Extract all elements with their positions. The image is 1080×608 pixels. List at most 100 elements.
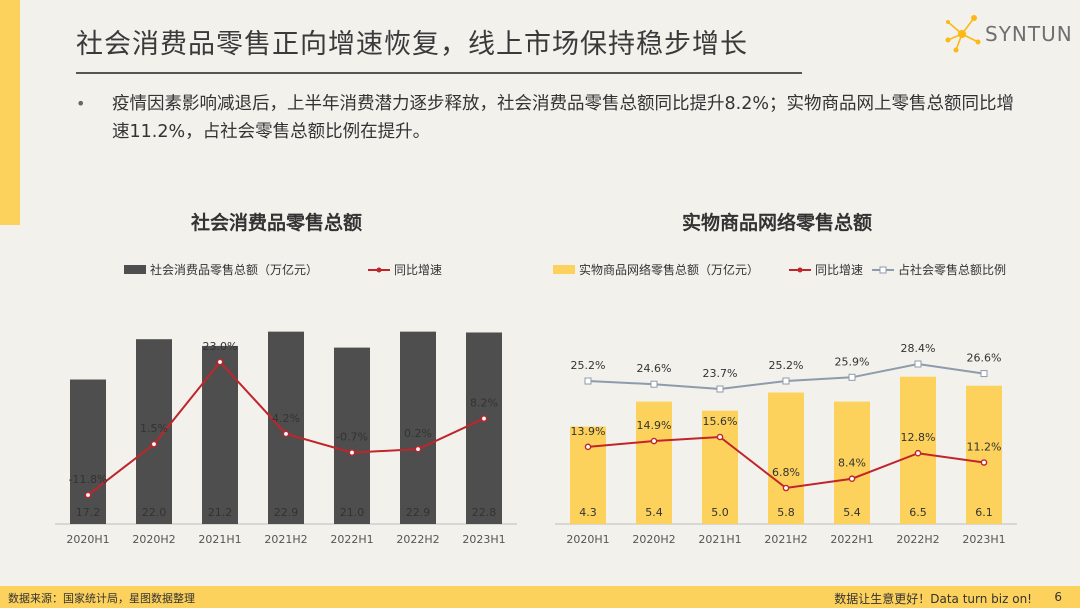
x-tick-label: 2022H1	[830, 533, 873, 546]
bar-value-label: 5.0	[711, 506, 729, 519]
growth-point	[480, 415, 488, 422]
x-tick-label: 2020H1	[66, 533, 109, 546]
legend-marker	[376, 267, 382, 273]
ratio-value-label: 25.2%	[571, 359, 606, 372]
growth-value-label: 11.2%	[967, 441, 1002, 454]
bar-value-label: 6.1	[975, 506, 993, 519]
legend-label: 实物商品网络零售总额（万亿元）	[579, 262, 759, 277]
page-title: 社会消费品零售正向增速恢复，线上市场保持稳步增长	[76, 29, 748, 60]
ratio-point	[650, 380, 658, 388]
x-tick-label: 2020H2	[632, 533, 675, 546]
bar-value-label: 22.9	[406, 506, 431, 519]
ratio-point	[584, 377, 592, 385]
ratio-point	[914, 360, 922, 368]
bar	[70, 379, 106, 524]
summary-text: 疫情因素影响减退后，上半年消费潜力逐步释放，社会消费品零售总额同比提升8.2%；…	[112, 94, 1014, 142]
growth-point	[980, 459, 988, 466]
bullet-icon: •	[76, 94, 86, 113]
growth-point	[584, 443, 592, 451]
title-divider	[76, 72, 802, 74]
growth-point	[782, 484, 790, 492]
growth-point	[414, 445, 422, 453]
legend-label: 占社会零售总额比例	[898, 262, 1006, 277]
x-tick-label: 2021H1	[198, 533, 241, 546]
growth-point	[650, 437, 658, 445]
accent-bar	[0, 0, 20, 225]
bar	[570, 426, 606, 524]
bar	[202, 345, 238, 524]
growth-value-label: 8.4%	[838, 457, 866, 470]
bar-value-label: 22.8	[472, 506, 497, 519]
bar	[636, 401, 672, 524]
ratio-value-label: 28.4%	[901, 342, 936, 355]
growth-value-label: 4.2%	[272, 412, 300, 425]
growth-value-label: 14.9%	[637, 419, 672, 432]
summary-bullet: • 疫情因素影响减退后，上半年消费潜力逐步释放，社会消费品零售总额同比提升8.2…	[76, 90, 1028, 146]
growth-point	[716, 433, 724, 441]
legend-label: 社会消费品零售总额（万亿元）	[150, 262, 318, 277]
x-tick-label: 2022H2	[896, 533, 939, 546]
growth-point	[848, 475, 856, 483]
growth-value-label: 15.6%	[703, 415, 738, 428]
footer-slogan: 数据让生意更好！Data turn biz on!	[834, 592, 1032, 606]
growth-point	[348, 449, 356, 456]
bar	[834, 401, 870, 524]
legend-label: 同比增速	[815, 263, 863, 277]
growth-value-label: 8.2%	[470, 397, 498, 410]
growth-value-label: 6.8%	[772, 466, 800, 479]
growth-point	[84, 491, 92, 499]
growth-point	[216, 358, 224, 366]
growth-value-label: 1.5%	[140, 422, 168, 435]
x-tick-label: 2022H1	[330, 533, 373, 546]
bar-value-label: 17.2	[76, 506, 101, 519]
bar	[768, 392, 804, 524]
ratio-point	[980, 370, 988, 378]
ratio-value-label: 25.2%	[769, 359, 804, 372]
logo-text: SYNTUN	[985, 22, 1073, 46]
bar-value-label: 5.8	[777, 506, 795, 519]
bar	[334, 347, 370, 524]
bar-value-label: 22.0	[142, 506, 167, 519]
bar	[136, 339, 172, 524]
x-tick-label: 2020H1	[566, 533, 609, 546]
growth-value-label: 0.2%	[404, 427, 432, 440]
bar-value-label: 22.9	[274, 506, 299, 519]
footer-bar: 数据来源：国家统计局，星图数据整理 数据让生意更好！Data turn biz …	[0, 586, 1080, 608]
legend-marker	[879, 266, 887, 274]
growth-point	[282, 430, 290, 438]
growth-point	[150, 440, 158, 448]
x-tick-label: 2023H1	[962, 533, 1005, 546]
bar	[966, 385, 1002, 524]
x-tick-label: 2022H2	[396, 533, 439, 546]
ratio-value-label: 26.6%	[967, 352, 1002, 365]
growth-value-label: 12.8%	[901, 431, 936, 444]
x-tick-label: 2020H2	[132, 533, 175, 546]
bar-value-label: 6.5	[909, 506, 927, 519]
legend-marker	[797, 267, 803, 273]
growth-value-label: 13.9%	[571, 425, 606, 438]
bar-value-label: 21.0	[340, 506, 365, 519]
bar-value-label: 21.2	[208, 506, 233, 519]
x-tick-label: 2021H2	[764, 533, 807, 546]
ratio-point	[782, 377, 790, 385]
x-tick-label: 2021H2	[264, 533, 307, 546]
syntun-logo-icon	[945, 15, 981, 53]
bar	[466, 332, 502, 524]
growth-value-label: -11.8%	[69, 473, 108, 486]
bar-value-label: 4.3	[579, 506, 597, 519]
ratio-value-label: 25.9%	[835, 355, 870, 368]
x-tick-label: 2023H1	[462, 533, 505, 546]
growth-point	[914, 449, 922, 457]
bar-value-label: 5.4	[843, 506, 861, 519]
bar	[400, 331, 436, 524]
x-tick-label: 2021H1	[698, 533, 741, 546]
bar	[268, 331, 304, 524]
legend-swatch-bar	[124, 265, 146, 274]
page-number: 6	[1054, 590, 1062, 604]
chart-title-right: 实物商品网络零售总额	[682, 212, 873, 234]
growth-value-label: 23.0%	[203, 340, 238, 353]
chart-title-left: 社会消费品零售总额	[191, 212, 363, 234]
ratio-point	[716, 385, 724, 393]
legend-swatch-bar	[553, 265, 575, 274]
ratio-value-label: 24.6%	[637, 362, 672, 375]
